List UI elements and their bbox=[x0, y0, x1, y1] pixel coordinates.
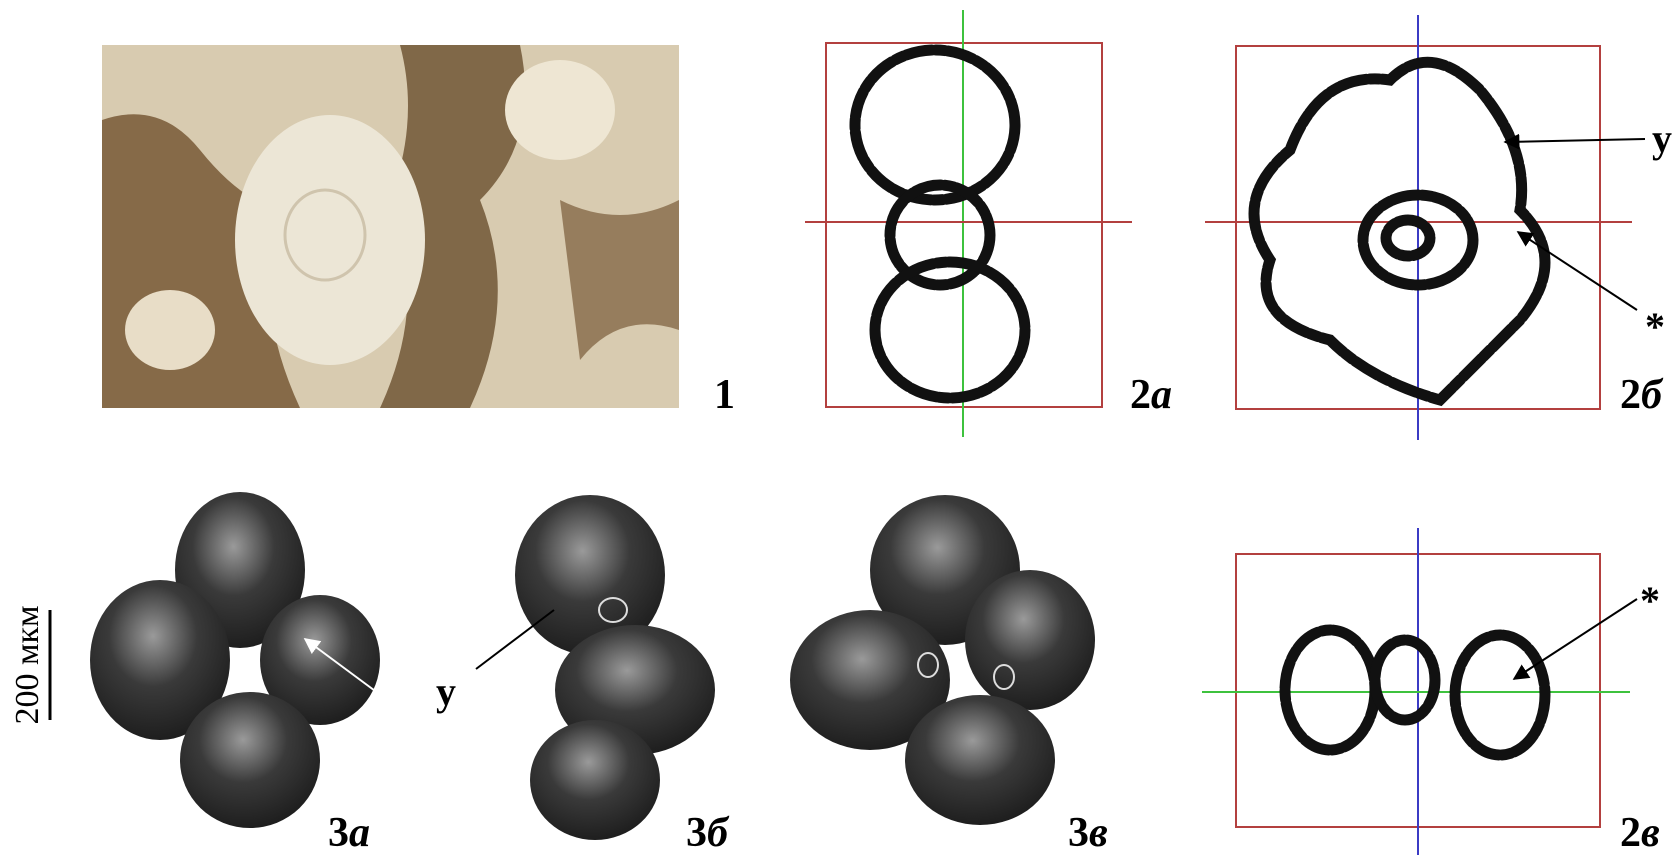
ct-slice-panel: * bbox=[1202, 528, 1660, 855]
panel-label: 3б bbox=[686, 810, 730, 856]
annotation: * bbox=[1645, 304, 1665, 349]
panel-letter: а bbox=[1151, 372, 1172, 418]
panel-letter: б bbox=[707, 810, 730, 856]
render-3v bbox=[790, 495, 1095, 825]
photo-panel bbox=[102, 45, 679, 408]
annotation: у bbox=[1652, 116, 1672, 161]
panel-number: 3 bbox=[686, 810, 707, 856]
scale-bar-label: 200 мкм bbox=[9, 605, 46, 724]
panel-letter: в bbox=[1641, 810, 1660, 856]
panel-label: 2а bbox=[1130, 372, 1172, 418]
panel-number: 3 bbox=[1068, 810, 1089, 856]
panel-number: 3 bbox=[328, 810, 349, 856]
panel-number: 1 bbox=[714, 372, 735, 418]
ct-slice-panel bbox=[805, 10, 1132, 437]
render-3b: у bbox=[436, 495, 715, 840]
ct-slice-panel: у * bbox=[1205, 15, 1672, 440]
panel-number: 2 bbox=[1620, 372, 1641, 418]
panel-label: 2б bbox=[1620, 372, 1664, 418]
annotation: * bbox=[1640, 578, 1660, 623]
panel-letter: в bbox=[1089, 810, 1108, 856]
panel-number: 2 bbox=[1130, 372, 1151, 418]
panel-letter: б bbox=[1641, 372, 1664, 418]
panel-letter: а bbox=[349, 810, 370, 856]
panel-label: 3в bbox=[1068, 810, 1108, 856]
panel-number: 2 bbox=[1620, 810, 1641, 856]
figure-plate: у * * у 200 мкм 1 2а bbox=[0, 0, 1677, 859]
panel-label: 1 bbox=[714, 372, 735, 418]
render-3a bbox=[90, 492, 417, 828]
annotation: у bbox=[436, 669, 456, 714]
panel-label: 3а bbox=[328, 810, 370, 856]
panel-label: 2в bbox=[1620, 810, 1660, 856]
